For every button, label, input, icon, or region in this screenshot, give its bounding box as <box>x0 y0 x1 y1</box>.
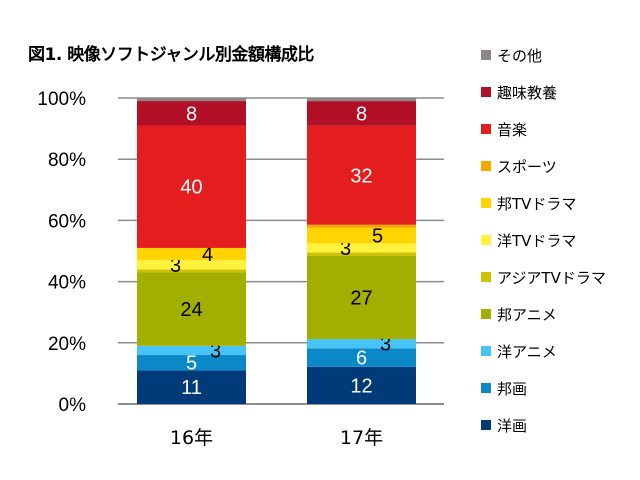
legend-swatch <box>481 235 491 245</box>
legend-swatch <box>481 420 491 430</box>
bar-segment <box>307 348 416 367</box>
legend-label: 邦TVドラマ <box>497 195 576 213</box>
legend-swatch <box>481 124 491 134</box>
legend-swatch <box>481 50 491 60</box>
legend-swatch <box>481 309 491 319</box>
data-label: 3 <box>380 334 391 356</box>
data-label: 27 <box>350 287 372 309</box>
legend-label: 洋画 <box>497 417 527 435</box>
bar-segment <box>137 260 246 270</box>
data-label: 3 <box>210 340 221 362</box>
y-tick-label: 20% <box>48 334 86 355</box>
data-label: 5 <box>186 353 197 375</box>
legend-swatch <box>481 272 491 282</box>
bar-segment <box>137 272 246 346</box>
y-tick-label: 100% <box>37 89 86 110</box>
data-label: 11 <box>181 377 202 399</box>
bar-segment <box>307 101 416 126</box>
bar-segment <box>307 366 416 404</box>
data-label: 40 <box>180 177 202 199</box>
bar-segment <box>307 125 416 225</box>
data-label: 8 <box>186 103 197 125</box>
legend-label: 邦アニメ <box>497 306 557 324</box>
legend-label: 洋TVドラマ <box>497 232 576 250</box>
legend-label: 音楽 <box>497 121 527 139</box>
bar-segment <box>307 227 416 244</box>
legend-label: 洋アニメ <box>497 343 557 361</box>
legend-swatch <box>481 383 491 393</box>
data-label: 4 <box>202 244 213 266</box>
x-tick-label: 16年 <box>170 427 213 449</box>
bar-segment <box>137 355 246 371</box>
y-tick-label: 60% <box>48 211 86 232</box>
bar-segment <box>137 247 246 261</box>
bar-segment <box>307 252 416 256</box>
y-tick-label: 40% <box>48 273 86 294</box>
bar-segment <box>137 98 246 102</box>
legend-swatch <box>481 161 491 171</box>
chart-title: 図1. 映像ソフトジャンル別金額構成比 <box>28 45 314 65</box>
bar-segment <box>307 243 416 253</box>
legend-swatch <box>481 87 491 97</box>
y-tick-label: 80% <box>48 150 86 171</box>
legend-label: その他 <box>497 47 542 65</box>
data-label: 3 <box>340 238 351 260</box>
legend-label: スポーツ <box>497 158 557 176</box>
data-label: 32 <box>350 165 372 187</box>
x-tick-label: 17年 <box>340 427 383 449</box>
data-label: 6 <box>356 348 367 370</box>
legend-swatch <box>481 346 491 356</box>
bar-segment <box>307 255 416 340</box>
bar-segment <box>307 224 416 228</box>
bar-segment <box>137 101 246 126</box>
data-label: 8 <box>356 103 367 125</box>
legend-swatch <box>481 198 491 208</box>
legend-label: アジアTVドラマ <box>497 269 606 287</box>
bar-segment <box>137 345 246 356</box>
bar-segment <box>307 339 416 349</box>
data-label: 12 <box>350 375 372 397</box>
data-label: 24 <box>180 299 202 321</box>
bar-segment <box>137 370 246 404</box>
data-label: 5 <box>372 226 383 248</box>
y-tick-label: 0% <box>59 395 87 416</box>
legend-label: 邦画 <box>497 380 527 398</box>
bar-segment <box>137 269 246 273</box>
legend-label: 趣味教養 <box>497 84 557 102</box>
bar-segment <box>137 125 246 248</box>
bar-segment <box>307 98 416 102</box>
data-label: 3 <box>170 255 181 277</box>
